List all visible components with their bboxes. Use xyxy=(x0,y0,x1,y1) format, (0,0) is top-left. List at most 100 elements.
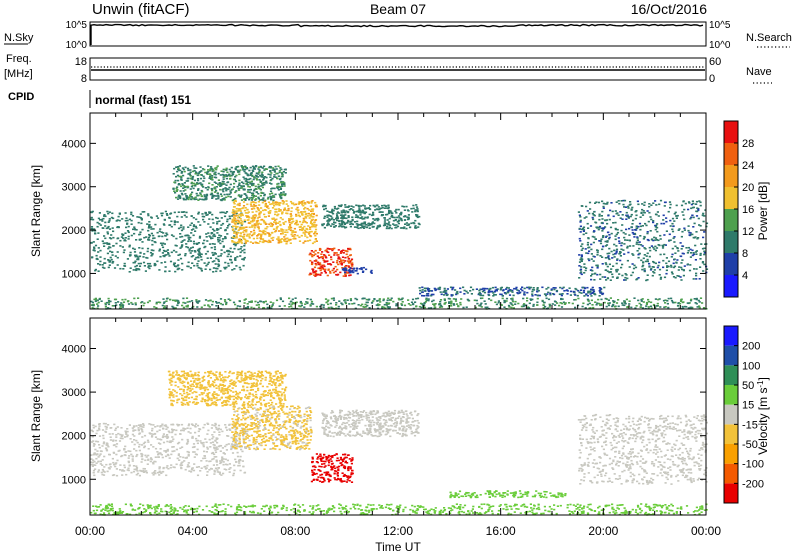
power-cell xyxy=(160,262,163,264)
power-cell xyxy=(240,246,243,248)
power-cell xyxy=(199,166,202,168)
power-cell xyxy=(368,213,371,216)
power-cell xyxy=(624,239,627,241)
power-cell xyxy=(238,221,241,224)
power-cell xyxy=(491,286,495,289)
power-cell xyxy=(278,305,281,307)
velocity-cell xyxy=(92,440,95,442)
power-cell xyxy=(544,305,547,308)
power-cell xyxy=(302,211,305,213)
power-cell xyxy=(681,230,684,233)
power-cell xyxy=(252,178,255,181)
power-cell xyxy=(138,268,141,271)
power-cell xyxy=(224,236,227,238)
power-cell xyxy=(479,303,482,306)
power-cell xyxy=(630,306,633,309)
power-cell xyxy=(591,304,594,306)
freq-tick-bottom: 8 xyxy=(81,73,87,85)
power-cell xyxy=(151,239,154,242)
power-cell xyxy=(640,304,643,306)
velocity-cell xyxy=(226,463,229,466)
power-cell xyxy=(595,303,598,306)
velocity-cell xyxy=(216,469,219,471)
power-cell xyxy=(164,261,167,263)
power-cell xyxy=(234,244,237,247)
power-cell xyxy=(631,253,634,255)
power-cell xyxy=(452,286,455,289)
power-cell xyxy=(323,215,326,218)
power-cell xyxy=(632,219,635,222)
velocity-cell xyxy=(120,427,123,429)
power-cell xyxy=(180,245,184,247)
power-cell xyxy=(310,225,313,228)
power-cell xyxy=(614,305,617,308)
velocity-cell xyxy=(115,443,119,445)
power-cell xyxy=(272,203,275,205)
power-cell xyxy=(300,234,303,237)
power-cell xyxy=(672,266,676,269)
power-cell xyxy=(270,225,274,228)
power-cell xyxy=(278,210,281,212)
velocity-cell xyxy=(208,460,211,463)
velocity-cell xyxy=(230,445,233,447)
power-cell xyxy=(268,233,271,236)
power-cell xyxy=(290,210,293,213)
power-cell xyxy=(197,211,200,214)
power-cell xyxy=(357,223,360,226)
power-cell xyxy=(332,223,335,226)
power-cell xyxy=(238,184,241,186)
power-cell xyxy=(656,302,659,305)
power-cell xyxy=(212,267,215,269)
power-cell xyxy=(589,208,592,210)
power-cell xyxy=(303,306,306,308)
power-cell xyxy=(267,173,270,176)
power-cell xyxy=(288,221,291,224)
power-cell xyxy=(407,218,410,220)
power-cell xyxy=(359,217,362,219)
power-cell xyxy=(229,247,232,250)
velocity-cell xyxy=(92,426,95,429)
power-cell xyxy=(300,223,303,226)
power-cell xyxy=(234,237,237,239)
velocity-cell xyxy=(213,456,216,458)
power-cell xyxy=(329,270,332,273)
power-cell xyxy=(180,172,183,174)
power-cell xyxy=(174,307,177,309)
power-cell xyxy=(302,204,305,207)
power-cell xyxy=(266,226,269,228)
power-cell xyxy=(524,304,527,307)
power-cell xyxy=(231,199,234,202)
power-cell xyxy=(92,218,95,221)
power-cell xyxy=(492,295,495,297)
power-cell xyxy=(271,167,274,169)
power-cell xyxy=(559,286,562,289)
power-cell xyxy=(332,248,335,250)
power-cell xyxy=(313,274,316,276)
power-cell xyxy=(580,254,583,256)
power-cell xyxy=(282,191,285,193)
power-cell xyxy=(339,224,342,226)
power-cell xyxy=(221,238,225,240)
power-cell xyxy=(562,301,565,304)
power-cell xyxy=(612,253,615,256)
power-cell xyxy=(252,189,256,192)
power-cell xyxy=(227,225,230,227)
velocity-cell xyxy=(219,445,223,447)
power-cell xyxy=(370,269,373,272)
power-cell xyxy=(215,302,219,304)
power-cell xyxy=(238,182,241,184)
power-cell xyxy=(146,247,150,250)
power-cell xyxy=(219,302,222,305)
power-cell xyxy=(580,228,583,231)
power-cell xyxy=(299,305,302,308)
power-cell xyxy=(578,265,581,267)
velocity-cell xyxy=(170,464,173,466)
velocity-cell xyxy=(141,458,144,460)
velocity-cell xyxy=(127,457,130,459)
power-cell xyxy=(623,253,626,255)
power-cell xyxy=(368,224,371,226)
power-cell xyxy=(329,302,332,305)
power-cell xyxy=(512,307,515,309)
power-cell xyxy=(351,219,354,222)
power-cell xyxy=(637,277,640,279)
